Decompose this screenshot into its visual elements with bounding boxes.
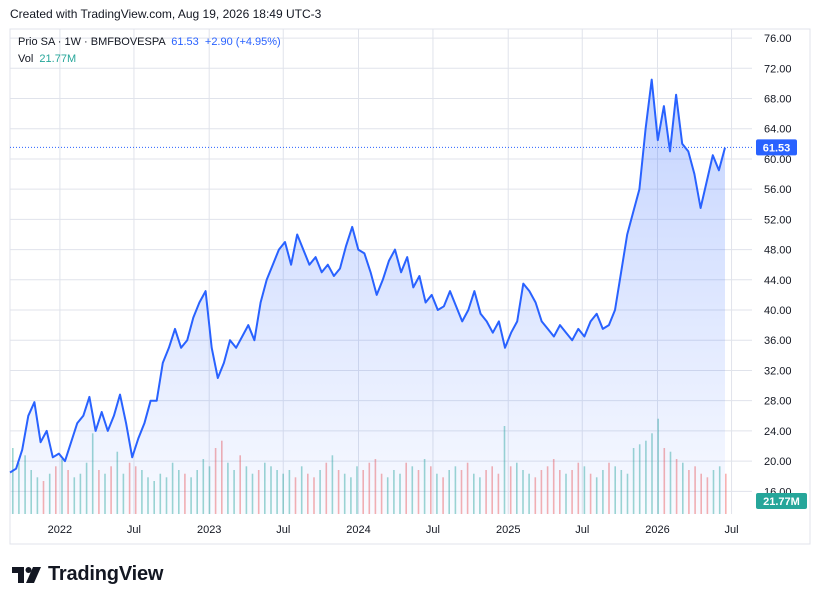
tradingview-logo-icon — [12, 566, 41, 583]
x-tick-label: 2022 — [48, 524, 72, 536]
y-tick-label: 20.00 — [764, 456, 792, 468]
volume-label: 21.77M — [763, 496, 800, 508]
volume-bar — [725, 473, 727, 514]
y-tick-label: 64.00 — [764, 124, 792, 136]
x-tick-label: Jul — [127, 524, 141, 536]
y-tick-label: 60.00 — [764, 154, 792, 166]
last-price-badge: 61.53 — [756, 139, 797, 156]
x-tick-label: 2025 — [496, 524, 520, 536]
volume-badge-bg — [756, 493, 807, 509]
x-tick-label: Jul — [426, 524, 440, 536]
x-axis: 2022 Jul 2023 Jul 2024 Jul 2025 Jul 2026 Jul — [48, 524, 739, 536]
symbol-legend: Prio SA · 1W · BMFBOVESPA 61.53 +2.90 (+… — [18, 36, 281, 48]
volume-legend-label: Vol — [18, 53, 34, 65]
x-tick-label: Jul — [575, 524, 589, 536]
x-tick-label: Jul — [725, 524, 739, 536]
y-tick-label: 40.00 — [764, 305, 792, 317]
last-price-label: 61.53 — [763, 142, 791, 154]
y-tick-label: 76.00 — [764, 33, 792, 45]
last-price-value: 61.53 — [171, 36, 199, 48]
price-change: +2.90 (+4.95%) — [204, 36, 281, 48]
volume-badge: 21.77M — [756, 493, 807, 509]
y-tick-label: 56.00 — [764, 184, 792, 196]
x-tick-label: Jul — [276, 524, 290, 536]
x-tick-label: 2023 — [197, 524, 221, 536]
tradingview-logo[interactable]: TradingView — [12, 563, 163, 586]
symbol-name: Prio SA · 1W · BMFBOVESPA — [18, 36, 166, 48]
last-price-badge-bg — [756, 139, 797, 156]
y-tick-label: 72.00 — [764, 63, 792, 75]
y-axis: 76.00 72.00 68.00 64.00 60.00 56.00 52.00 48.00… — [764, 33, 792, 498]
price-area-fill — [10, 79, 725, 514]
y-tick-label: 52.00 — [764, 214, 792, 226]
y-tick-label: 48.00 — [764, 245, 792, 257]
price-line — [9, 78, 726, 474]
tradingview-logo-text: TradingView — [48, 563, 164, 585]
y-tick-label: 28.00 — [764, 396, 792, 408]
volume-legend-value: 21.77M — [39, 53, 77, 65]
y-tick-label: 36.00 — [764, 335, 792, 347]
y-tick-label: 44.00 — [764, 275, 792, 287]
created-with-caption: Created with TradingView.com, Aug 19, 20… — [10, 7, 322, 21]
volume-legend: Vol 21.77M — [18, 53, 76, 65]
y-tick-label: 68.00 — [764, 94, 792, 106]
y-tick-label: 32.00 — [764, 365, 792, 377]
y-tick-label: 24.00 — [764, 426, 792, 438]
chart-frame — [9, 28, 811, 545]
x-tick-label: 2026 — [645, 524, 669, 536]
x-tick-label: 2024 — [346, 524, 370, 536]
